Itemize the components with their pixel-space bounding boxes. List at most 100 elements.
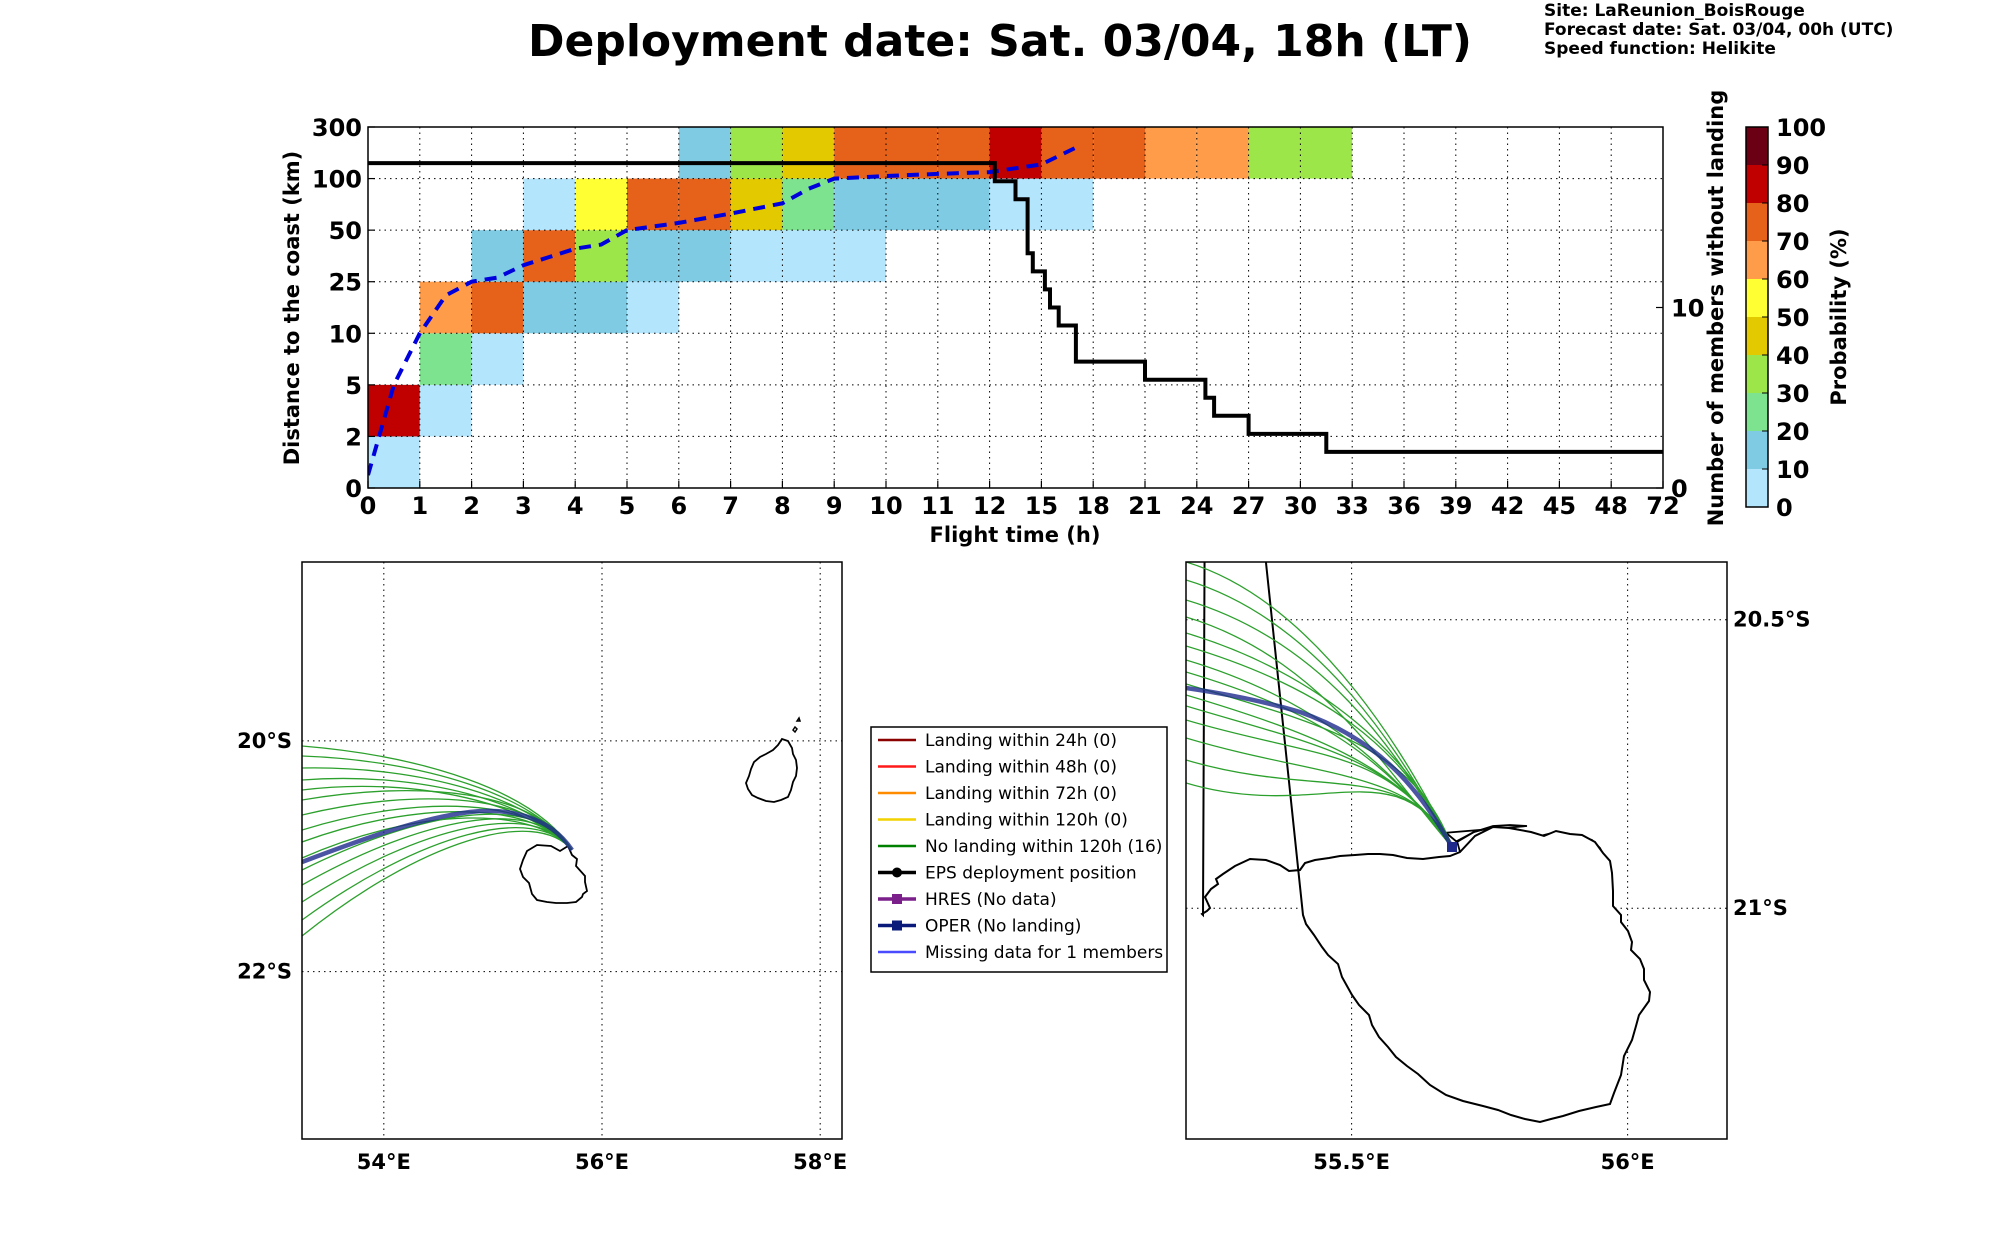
- heatmap-cell: [886, 127, 938, 179]
- colorbar-cell: [1746, 203, 1768, 241]
- map-zoom-frame: [1185, 561, 1728, 1140]
- colorbar-tick-label: 80: [1776, 190, 1809, 218]
- colorbar-tick-label: 0: [1776, 494, 1793, 522]
- colorbar-cell: [1746, 355, 1768, 393]
- site-label: Site: LaReunion_BoisRouge: [1544, 1, 1805, 21]
- x-tick-label: 15: [1025, 492, 1058, 520]
- heatmap-cell: [368, 384, 420, 437]
- colorbar-cell: [1746, 127, 1768, 165]
- map-lat-label: 20°S: [237, 729, 292, 753]
- colorbar-tick-label: 90: [1776, 152, 1809, 180]
- map-zoom-oper-track: [1186, 685, 1454, 849]
- legend-label: Landing within 24h (0): [925, 731, 1117, 751]
- legend-label: OPER (No landing): [925, 917, 1081, 937]
- heatmap-cell: [730, 230, 783, 282]
- y-tick-label: 2: [345, 423, 362, 451]
- colorbar: 0 10 20 30 40 50 60 70 80 90 100 Probability (%): [1745, 114, 1851, 522]
- map-wide-grid: [302, 562, 842, 1139]
- colorbar-tick-label: 10: [1776, 456, 1809, 484]
- heatmap-cell: [575, 230, 627, 282]
- heatmap-cell: [1300, 127, 1353, 179]
- colorbar-cell: [1746, 431, 1768, 469]
- heatmap-cell: [471, 230, 524, 282]
- x-tick-label: 4: [567, 492, 584, 520]
- map-lon-label: 58°E: [793, 1150, 847, 1174]
- legend-items: Landing within 24h (0) Landing within 48h…: [878, 731, 1163, 963]
- heatmap-cell: [523, 281, 576, 334]
- trajectory-map-wide: 54°E 56°E 58°E 20°S 22°S: [237, 561, 847, 1174]
- map-lon-label: 56°E: [575, 1150, 629, 1174]
- colorbar-cell: [1746, 279, 1768, 317]
- x-tick-label: 1: [411, 492, 428, 520]
- heatmap-cell: [575, 178, 627, 231]
- heatmap-chart: 0 1 2 3 4 5 6 7 8 9 10 11 12 15 18 21 24 27 30 33 36 39 42 45 48…: [280, 90, 1728, 547]
- member-track: [302, 830, 573, 937]
- heatmap-y2-ticks: 0 10: [1656, 295, 1704, 503]
- legend-square-marker: [892, 894, 902, 904]
- heatmap-cell: [730, 127, 783, 179]
- heatmap-cell: [1145, 127, 1197, 179]
- heatmap-cell: [678, 127, 731, 179]
- heatmap-x-ticks: 0 1 2 3 4 5 6 7 8 9 10 11 12 15 18 21 24 27 30 33 36 39 42 45 48…: [360, 481, 1680, 520]
- y-tick-label: 300: [312, 114, 362, 142]
- forecast-date-label: Forecast date: Sat. 03/04, 00h (UTC): [1544, 20, 1894, 40]
- x-tick-label: 72: [1646, 492, 1679, 520]
- mauritius-island-outline: [745, 737, 798, 803]
- legend-label: EPS deployment position: [925, 864, 1137, 884]
- heatmap-cell: [1093, 127, 1145, 179]
- colorbar-cell: [1746, 241, 1768, 279]
- x-tick-label: 8: [774, 492, 791, 520]
- colorbar-tick-label: 20: [1776, 418, 1809, 446]
- x-tick-label: 0: [360, 492, 377, 520]
- trajectory-map-zoom: 55.5°E 56°E 20.5°S 21°S: [1185, 561, 1810, 1174]
- heatmap-cell: [523, 178, 576, 231]
- member-track: [1186, 683, 1453, 848]
- legend-dot-marker: [892, 867, 902, 878]
- colorbar-tick-label: 40: [1776, 342, 1809, 370]
- heatmap-cell: [1248, 127, 1301, 179]
- y-tick-label: 100: [312, 166, 362, 194]
- member-track: [1186, 782, 1453, 848]
- y2-tick-label: 0: [1671, 475, 1688, 503]
- heatmap-cell: [1041, 178, 1094, 231]
- heatmap-cell: [782, 127, 835, 179]
- colorbar-ticks: 0 10 20 30 40 50 60 70 80 90 100: [1762, 114, 1826, 522]
- heatmap-cell: [471, 281, 524, 334]
- map-zoom-ticks: 55.5°E 56°E 20.5°S 21°S: [1313, 608, 1810, 1174]
- x-tick-label: 42: [1491, 492, 1524, 520]
- y-tick-label: 0: [345, 475, 362, 503]
- heatmap-cell: [1196, 127, 1249, 179]
- legend-frame: [870, 726, 1168, 973]
- map-lat-label: 22°S: [237, 960, 292, 984]
- x-tick-label: 18: [1076, 492, 1109, 520]
- x-tick-label: 39: [1439, 492, 1472, 520]
- x-tick-label: 10: [869, 492, 902, 520]
- map-lon-label: 56°E: [1601, 1150, 1655, 1174]
- x-tick-label: 33: [1335, 492, 1368, 520]
- heatmap-cell: [678, 178, 731, 231]
- x-tick-label: 7: [722, 492, 739, 520]
- colorbar-tick-label: 50: [1776, 304, 1809, 332]
- legend-label: Landing within 72h (0): [925, 784, 1117, 804]
- member-track: [302, 822, 573, 903]
- colorbar-tick-label: 100: [1776, 114, 1826, 142]
- map-lon-label: 54°E: [357, 1150, 411, 1174]
- colorbar-cell: [1746, 469, 1768, 507]
- colorbar-label: Probability (%): [1827, 228, 1851, 405]
- legend-label: Landing within 120h (0): [925, 811, 1128, 831]
- x-tick-label: 2: [463, 492, 480, 520]
- y-tick-label: 25: [329, 269, 362, 297]
- x-tick-label: 3: [515, 492, 532, 520]
- x-tick-label: 36: [1387, 492, 1420, 520]
- heatmap-cell: [834, 178, 886, 231]
- members-without-landing-curve: [368, 161, 1663, 454]
- heatmap-cell: [937, 127, 990, 179]
- y2-axis-label: Number of members without landing: [1704, 90, 1728, 527]
- heatmap-cell: [678, 230, 731, 282]
- legend-label: Landing within 48h (0): [925, 758, 1117, 778]
- y2-tick-label: 10: [1671, 295, 1704, 323]
- heatmap-cell: [419, 384, 472, 437]
- heatmap-cell: [782, 230, 835, 282]
- heatmap-cell: [834, 127, 886, 179]
- deployment-position-marker: [1447, 842, 1457, 852]
